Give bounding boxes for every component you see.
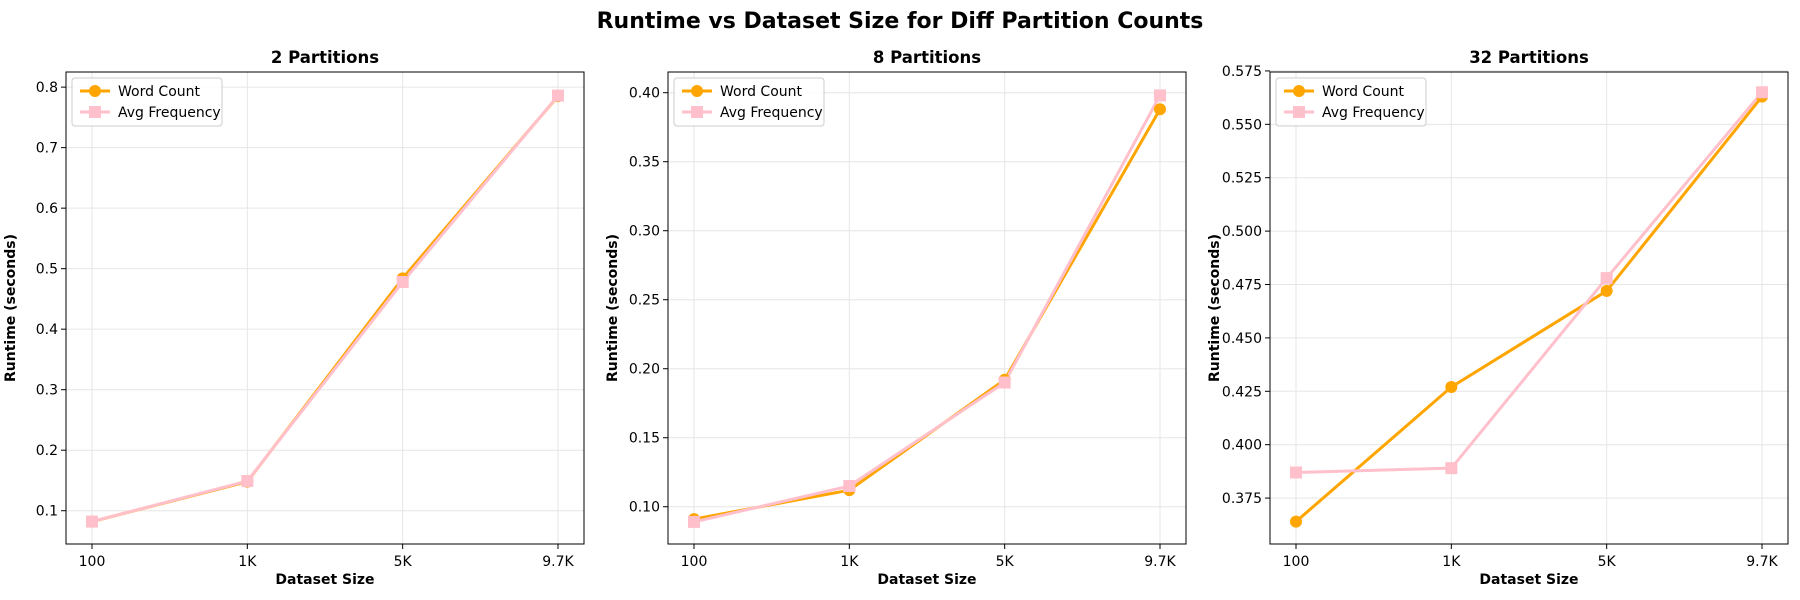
x-tick-label: 9.7K bbox=[542, 554, 574, 570]
y-tick-label: 0.525 bbox=[1222, 171, 1262, 187]
y-tick-label: 0.10 bbox=[629, 500, 660, 516]
y-tick-label: 0.20 bbox=[629, 362, 660, 378]
series-line-avg-frequency bbox=[1295, 91, 1764, 474]
data-point-square bbox=[1154, 89, 1166, 102]
axes-frame bbox=[1269, 71, 1789, 545]
panels: 0.1 0.2 0.3 0.4 0.5 0.6 0.7 0.8 100 1K 5K 9.7K 2 Par… bbox=[3, 48, 1789, 588]
x-tick-label: 1K bbox=[1442, 554, 1461, 570]
legend-marker-square bbox=[691, 106, 703, 118]
y-tick-label: 0.475 bbox=[1222, 278, 1262, 294]
data-point-square bbox=[396, 275, 409, 288]
data-point-square bbox=[998, 376, 1011, 389]
axes-frame bbox=[667, 71, 1187, 545]
y-tick-label: 0.40 bbox=[629, 86, 660, 102]
legend-label: Word Count bbox=[720, 84, 803, 100]
data-point-circle bbox=[1445, 381, 1458, 394]
data-point-square bbox=[552, 89, 564, 102]
y-tick-label: 0.8 bbox=[36, 80, 58, 96]
series-line-avg-frequency bbox=[693, 94, 1162, 524]
x-axis-label: Dataset Size bbox=[1479, 572, 1578, 588]
data-point-square bbox=[1445, 462, 1458, 475]
data-point-circle bbox=[1600, 284, 1613, 297]
data-point-square bbox=[241, 475, 254, 488]
legend: Word Count Avg Frequency bbox=[673, 77, 825, 127]
legend: Word Count Avg Frequency bbox=[71, 77, 223, 127]
x-tick-label: 1K bbox=[238, 554, 257, 570]
x-tick-label: 100 bbox=[79, 554, 106, 570]
data-point-square bbox=[843, 480, 856, 493]
legend-label: Avg Frequency bbox=[1322, 105, 1425, 121]
x-tick-label: 9.7K bbox=[1746, 554, 1778, 570]
panel-1: 0.1 0.2 0.3 0.4 0.5 0.6 0.7 0.8 100 1K 5K 9.7K 2 Par… bbox=[3, 48, 585, 588]
panel-title: 32 Partitions bbox=[1469, 48, 1589, 67]
data-point-circle bbox=[1154, 103, 1166, 116]
y-tick-label: 0.5 bbox=[36, 262, 58, 278]
y-tick-label: 0.7 bbox=[36, 141, 58, 157]
y-tick-label: 0.1 bbox=[36, 504, 58, 520]
y-tick-label: 0.4 bbox=[36, 322, 58, 338]
legend: Word Count Avg Frequency bbox=[1275, 77, 1427, 127]
x-tick-label: 5K bbox=[1598, 554, 1617, 570]
y-tick-label: 0.500 bbox=[1222, 224, 1262, 240]
x-tick-label: 1K bbox=[840, 554, 859, 570]
x-axis-label: Dataset Size bbox=[877, 572, 976, 588]
y-axis-label: Runtime (seconds) bbox=[1207, 234, 1223, 382]
panel-title: 8 Partitions bbox=[873, 48, 981, 67]
y-tick-label: 0.575 bbox=[1222, 64, 1262, 80]
panel-2: 0.10 0.15 0.20 0.25 0.30 0.35 0.40 100 1K 5K 9.7K 8… bbox=[605, 48, 1187, 588]
legend-marker-circle bbox=[89, 85, 101, 97]
legend-label: Avg Frequency bbox=[720, 105, 823, 121]
series-line-word-count bbox=[1295, 95, 1764, 523]
data-point-square bbox=[86, 515, 98, 528]
y-tick-label: 0.15 bbox=[629, 431, 660, 447]
x-tick-label: 9.7K bbox=[1144, 554, 1176, 570]
y-tick-label: 0.3 bbox=[36, 383, 58, 399]
y-tick-label: 0.6 bbox=[36, 201, 58, 217]
legend-marker-circle bbox=[691, 85, 703, 97]
y-tick-label: 0.375 bbox=[1222, 491, 1262, 507]
x-tick-label: 100 bbox=[1283, 554, 1310, 570]
y-tick-label: 0.35 bbox=[629, 155, 660, 171]
y-tick-label: 0.30 bbox=[629, 224, 660, 240]
legend-marker-square bbox=[89, 106, 101, 118]
y-tick-label: 0.450 bbox=[1222, 331, 1262, 347]
panel-3: 0.375 0.400 0.425 0.450 0.475 0.500 0.525 0.550… bbox=[1207, 48, 1789, 588]
y-tick-label: 0.2 bbox=[36, 443, 58, 459]
legend-label: Word Count bbox=[1322, 84, 1405, 100]
data-point-square bbox=[1290, 466, 1302, 479]
legend-label: Word Count bbox=[118, 84, 201, 100]
data-point-square bbox=[1756, 86, 1768, 99]
y-tick-label: 0.400 bbox=[1222, 438, 1262, 454]
x-tick-label: 5K bbox=[394, 554, 413, 570]
x-axis-label: Dataset Size bbox=[275, 572, 374, 588]
data-point-circle bbox=[1290, 515, 1302, 528]
x-tick-label: 100 bbox=[681, 554, 708, 570]
data-point-square bbox=[1600, 272, 1613, 285]
legend-label: Avg Frequency bbox=[118, 105, 221, 121]
legend-marker-square bbox=[1293, 106, 1305, 118]
y-tick-label: 0.550 bbox=[1222, 117, 1262, 133]
x-tick-label: 5K bbox=[996, 554, 1015, 570]
y-tick-label: 0.25 bbox=[629, 293, 660, 309]
legend-marker-circle bbox=[1293, 85, 1305, 97]
data-point-square bbox=[688, 515, 700, 528]
y-tick-label: 0.425 bbox=[1222, 384, 1262, 400]
y-axis-label: Runtime (seconds) bbox=[3, 234, 19, 382]
y-axis-label: Runtime (seconds) bbox=[605, 234, 621, 382]
figure-title: Runtime vs Dataset Size for Diff Partiti… bbox=[597, 9, 1204, 34]
axes-frame bbox=[65, 71, 585, 545]
panel-title: 2 Partitions bbox=[271, 48, 379, 67]
series-line-avg-frequency bbox=[91, 94, 560, 524]
